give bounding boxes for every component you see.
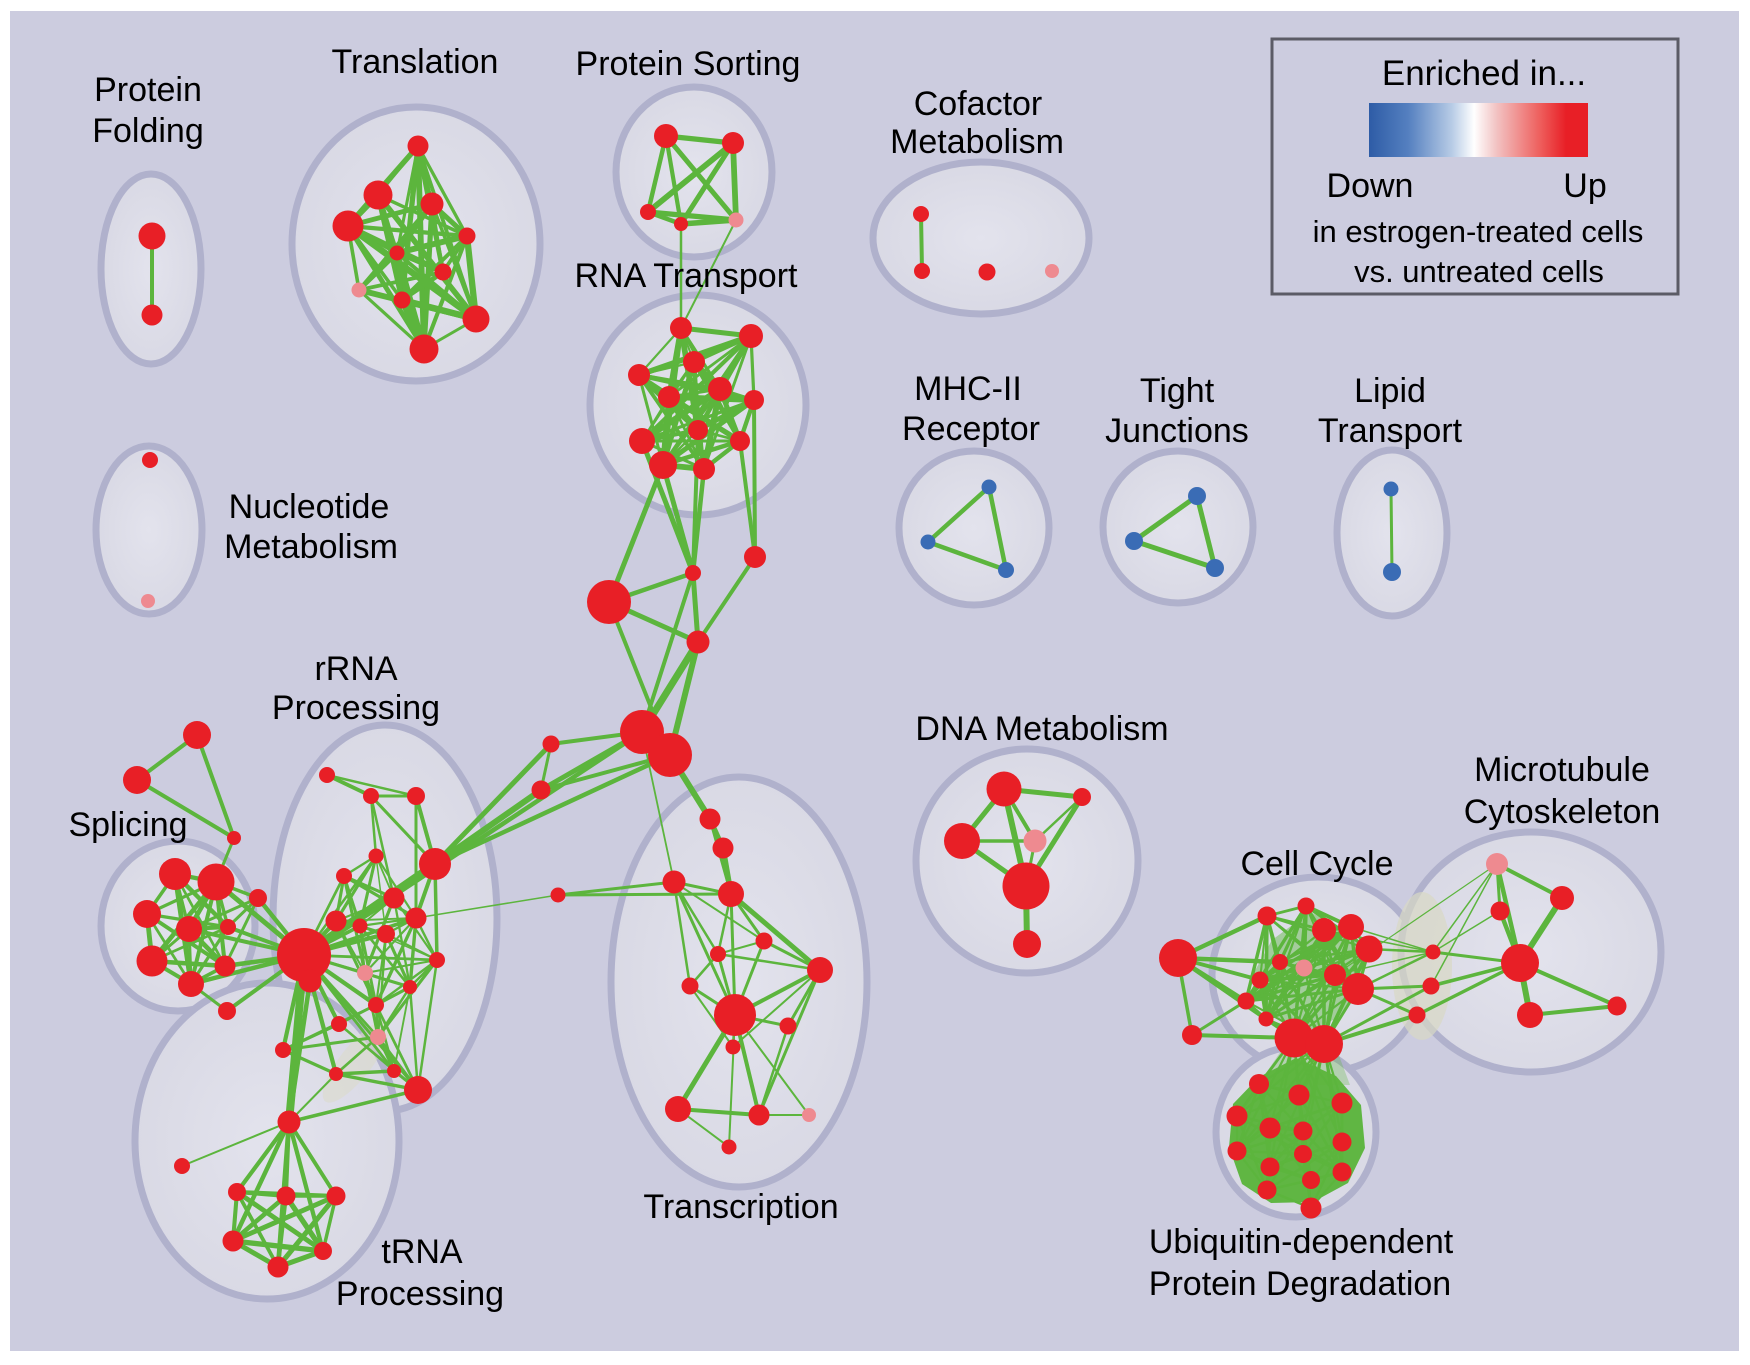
- svg-text:MHC-II: MHC-II: [914, 370, 1022, 408]
- svg-text:in estrogen-treated cells: in estrogen-treated cells: [1313, 214, 1644, 249]
- svg-text:Up: Up: [1563, 167, 1606, 205]
- svg-text:Protein: Protein: [94, 71, 202, 109]
- svg-text:Junctions: Junctions: [1105, 412, 1249, 450]
- svg-text:Receptor: Receptor: [902, 410, 1040, 448]
- svg-text:Cofactor: Cofactor: [914, 85, 1043, 123]
- svg-text:tRNA: tRNA: [381, 1233, 463, 1271]
- svg-text:Down: Down: [1327, 167, 1414, 205]
- svg-text:Protein Degradation: Protein Degradation: [1149, 1265, 1451, 1303]
- svg-text:Splicing: Splicing: [68, 806, 187, 844]
- svg-text:Microtubule: Microtubule: [1474, 751, 1650, 789]
- svg-text:Cytoskeleton: Cytoskeleton: [1464, 793, 1661, 831]
- svg-text:Transcription: Transcription: [643, 1188, 838, 1226]
- svg-text:vs. untreated cells: vs. untreated cells: [1354, 254, 1604, 289]
- svg-text:Tight: Tight: [1140, 372, 1215, 410]
- svg-text:Processing: Processing: [272, 689, 440, 727]
- svg-text:Nucleotide: Nucleotide: [229, 488, 390, 526]
- svg-text:Metabolism: Metabolism: [890, 123, 1064, 161]
- svg-text:rRNA: rRNA: [314, 650, 397, 688]
- svg-text:Translation: Translation: [332, 43, 499, 81]
- svg-text:Metabolism: Metabolism: [224, 528, 398, 566]
- svg-text:Processing: Processing: [336, 1275, 504, 1313]
- svg-text:RNA Transport: RNA Transport: [575, 257, 799, 295]
- svg-text:Folding: Folding: [92, 112, 204, 150]
- svg-text:Protein Sorting: Protein Sorting: [576, 45, 801, 83]
- svg-text:Ubiquitin-dependent: Ubiquitin-dependent: [1149, 1223, 1454, 1261]
- svg-text:Lipid: Lipid: [1354, 372, 1426, 410]
- svg-text:Transport: Transport: [1318, 412, 1463, 450]
- svg-text:Enriched in...: Enriched in...: [1382, 54, 1586, 93]
- svg-text:Cell Cycle: Cell Cycle: [1240, 845, 1393, 883]
- svg-text:DNA Metabolism: DNA Metabolism: [915, 710, 1168, 748]
